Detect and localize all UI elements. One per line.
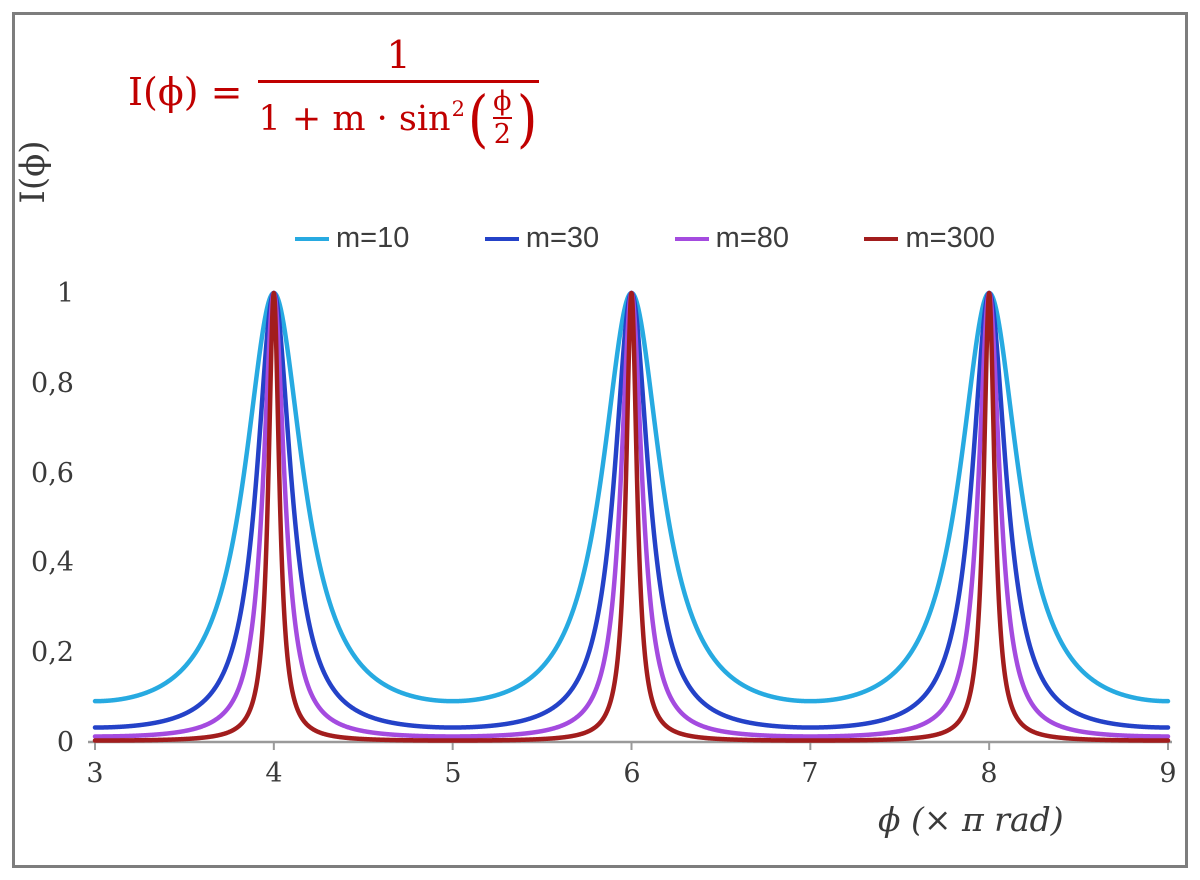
denominator-text: 1 + m · sin xyxy=(258,98,451,139)
formula-numerator: 1 xyxy=(386,33,411,77)
close-paren: ) xyxy=(516,81,537,155)
x-axis-label: ϕ (× π rad) xyxy=(878,800,1064,839)
legend-label: m=30 xyxy=(525,222,600,254)
x-tick-label: 5 xyxy=(444,758,461,789)
curve-m=80 xyxy=(92,290,1171,739)
legend-item: m=80 xyxy=(674,222,790,255)
legend-item: m=10 xyxy=(295,222,409,255)
y-tick-label: 1 xyxy=(57,278,74,309)
x-tick-marks xyxy=(94,742,1169,750)
curve-m=300 xyxy=(92,290,1171,743)
legend-label: m=300 xyxy=(905,222,995,254)
legend-item: m=300 xyxy=(864,222,995,255)
inner-fraction-bar xyxy=(493,117,512,120)
formula-denominator: 1 + m · sin 2 ( ϕ 2 ) xyxy=(258,81,538,155)
legend-swatch xyxy=(864,236,899,241)
y-axis-label: I(ϕ) xyxy=(13,140,53,204)
legend-swatch xyxy=(484,236,519,241)
curve-m=30 xyxy=(92,290,1171,730)
inner-numerator: ϕ xyxy=(493,85,512,117)
x-tick-label: 8 xyxy=(980,758,997,789)
legend-swatch xyxy=(674,236,709,241)
x-tick-label: 4 xyxy=(265,758,282,789)
legend-swatch xyxy=(295,236,329,241)
curves xyxy=(92,290,1171,743)
inner-denominator: 2 xyxy=(493,119,511,151)
tick-labels: 3 4 5 6 7 8 9 1 0,8 0,6 0,4 0,2 0 xyxy=(31,278,1177,789)
legend-item: m=30 xyxy=(484,222,600,255)
formula: I(ϕ) = 1 1 + m · sin 2 ( ϕ 2 ) xyxy=(128,33,539,155)
y-tick-label: 0,6 xyxy=(31,458,74,489)
fraction-bar xyxy=(258,79,539,83)
formula-fraction: 1 1 + m · sin 2 ( ϕ 2 ) xyxy=(258,33,539,155)
y-tick-label: 0 xyxy=(57,727,74,758)
legend-label: m=10 xyxy=(336,222,410,254)
formula-lhs: I(ϕ) = xyxy=(128,69,243,114)
legend-label: m=80 xyxy=(715,222,790,254)
chart-frame xyxy=(12,12,1188,868)
open-paren: ( xyxy=(467,81,489,155)
x-tick-label: 3 xyxy=(86,758,103,789)
x-tick-label: 6 xyxy=(623,758,640,789)
legend: m=10 m=30 m=80 m=300 xyxy=(295,222,995,255)
inner-fraction: ϕ 2 xyxy=(493,85,512,151)
x-tick-label: 7 xyxy=(801,758,818,789)
y-tick-label: 0,8 xyxy=(31,368,74,399)
y-tick-label: 0,4 xyxy=(31,547,74,578)
x-tick-label: 9 xyxy=(1159,758,1176,789)
y-tick-label: 0,2 xyxy=(31,637,74,668)
sin-exponent: 2 xyxy=(451,96,465,121)
